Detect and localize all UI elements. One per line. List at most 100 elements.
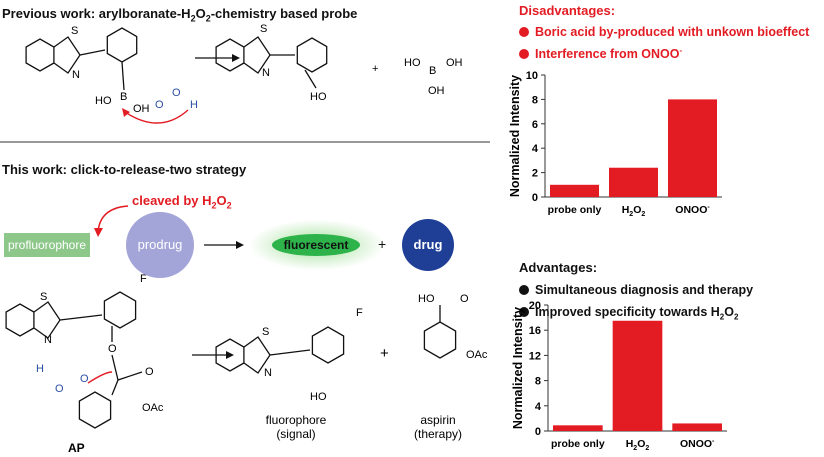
y-tick-label: 8 <box>532 94 538 106</box>
bar <box>612 320 663 431</box>
fluorophore-label: fluorophore <box>266 413 327 427</box>
text: Boric acid by-produced with unkown bioef… <box>535 25 810 39</box>
atom-n: N <box>262 67 270 79</box>
atom-ho: HO <box>95 95 112 107</box>
atom-h: H <box>36 363 44 375</box>
benzene-ring <box>423 321 457 359</box>
text: Simultaneous diagnosis and therapy <box>535 283 754 297</box>
benzene-ring <box>296 37 328 73</box>
benzene-ring <box>106 27 138 63</box>
prodrug-circle: prodrug <box>126 212 194 278</box>
text: 2 <box>226 200 232 211</box>
bullet-icon <box>519 27 529 37</box>
bar <box>672 423 722 431</box>
y-tick-label: 0 <box>532 192 538 204</box>
y-tick-label: 10 <box>526 70 538 82</box>
bar-chart-disadvantages: 0 2 4 6 8 10 Normalized Intensity probe only H2O… <box>508 70 722 218</box>
chemistry-scheme: S N HO B OH O O H S N HO + HO B OH OH S … <box>0 23 490 455</box>
benzene-ring <box>5 303 35 337</box>
atom-ho: HO <box>418 293 435 305</box>
benzene-ring <box>215 38 245 72</box>
y-tick-label: 4 <box>532 143 539 155</box>
atom-o: O <box>145 366 154 378</box>
x-tick-label: ONOO- <box>680 438 715 450</box>
atom-ho: HO <box>404 57 421 69</box>
bond <box>79 49 106 56</box>
bond <box>59 314 103 321</box>
arrow-head <box>236 241 244 249</box>
x-tick-label: probe only <box>548 204 602 216</box>
y-tick-label: 12 <box>529 350 541 362</box>
aspirin-sublabel: (therapy) <box>414 427 462 441</box>
cleaved-label: cleaved by H2O2 <box>132 193 232 211</box>
this-work-title: This work: click-to-release-two strategy <box>2 162 247 177</box>
advantage-item: Simultaneous diagnosis and therapy <box>519 283 753 297</box>
benzene-ring <box>78 391 112 429</box>
atom-ho: HO <box>310 91 327 103</box>
atom-oac: OAc <box>466 349 488 361</box>
atom-o-minus: O <box>80 373 89 385</box>
atom-s: S <box>262 326 269 338</box>
advantages-title: Advantages: <box>519 260 598 275</box>
disadvantage-item: Interference from ONOO- <box>519 46 682 61</box>
bond <box>304 69 317 89</box>
y-tick-label: 8 <box>535 376 541 388</box>
benzene-ring <box>103 291 137 329</box>
advantage-item: Improved specificity towards H2O2 <box>519 305 738 322</box>
profluorophore-box: profluorophore <box>4 233 90 257</box>
text: 2 <box>719 312 725 322</box>
red-curved-arrow <box>124 109 189 124</box>
benzene-ring <box>25 38 55 72</box>
bond <box>117 371 143 381</box>
thiazole-ring <box>53 36 81 74</box>
atom-s: S <box>40 291 47 303</box>
y-tick-label: 6 <box>532 119 538 131</box>
title-part: O <box>195 6 206 21</box>
atom-o: O <box>108 343 117 355</box>
atom-oh: OH <box>428 85 445 97</box>
bar <box>553 425 603 431</box>
y-tick-label: 4 <box>535 401 542 413</box>
disadvantage-item: Boric acid by-produced with unkown bioef… <box>519 25 809 39</box>
atom-o: O <box>172 87 181 99</box>
atom-s: S <box>260 23 267 35</box>
arrow-head <box>94 228 103 237</box>
y-tick-label: 20 <box>529 300 541 312</box>
bar-chart-advantages: 0 4 8 12 16 20 Normalized Intensity probe only H… <box>511 300 727 452</box>
text: 2 <box>733 312 739 322</box>
title-part: Previous work: arylboranate-H <box>2 6 191 21</box>
atom-b: B <box>120 91 127 103</box>
atom-oh: OH <box>133 103 150 115</box>
benzene-ring <box>311 326 345 364</box>
fluorophore-sublabel: (signal) <box>276 427 315 441</box>
atom-b: B <box>429 65 436 77</box>
compound-label-ap: AP <box>68 441 85 455</box>
text: - <box>679 46 683 55</box>
disadvantages-title: Disadvantages: <box>519 3 616 18</box>
arrow-head <box>226 351 234 359</box>
fluorescent-ellipse: fluorescent <box>272 234 360 256</box>
arrow-head <box>232 54 240 62</box>
red-curved-arrow <box>87 371 113 384</box>
bullet-icon <box>519 285 529 295</box>
text: 2 <box>211 200 217 211</box>
atom-ho: HO <box>310 391 327 403</box>
bar <box>609 167 658 197</box>
x-tick-label: probe only <box>551 438 605 450</box>
atom-o: O <box>55 383 64 395</box>
x-tick-label: H2O2 <box>626 438 650 452</box>
drug-circle: drug <box>402 219 454 271</box>
text: Interference from ONOO <box>535 47 680 62</box>
y-tick-label: 16 <box>529 325 541 337</box>
bond <box>111 379 119 396</box>
title-part: -chemistry based probe <box>210 6 358 21</box>
text: O <box>724 305 734 319</box>
bullet-icon <box>519 307 529 317</box>
thiazole-ring <box>33 301 61 339</box>
atom-n: N <box>72 69 80 81</box>
atom-oh: OH <box>446 57 463 69</box>
x-tick-label: H2O2 <box>622 204 646 218</box>
arrow-head <box>122 108 130 117</box>
plus: + <box>380 345 389 362</box>
